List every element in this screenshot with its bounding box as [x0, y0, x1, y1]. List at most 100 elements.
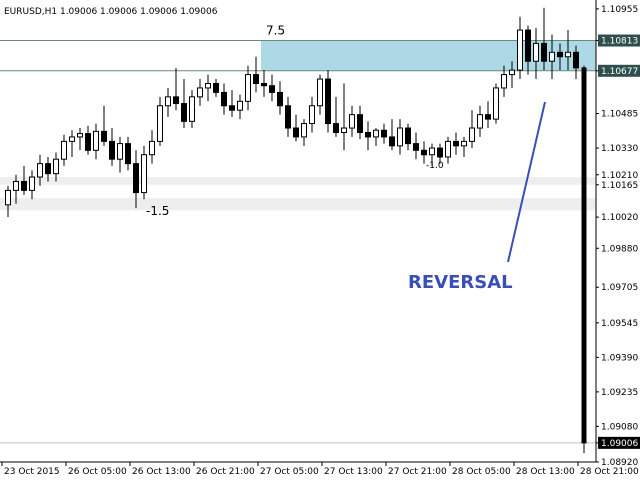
candle-body: [45, 163, 51, 175]
candle-body: [565, 51, 571, 58]
candle-body: [141, 154, 147, 194]
candle-body: [341, 127, 347, 133]
candle-body: [189, 96, 195, 122]
candle-body: [485, 114, 491, 120]
candle-body: [325, 78, 331, 125]
candle-body: [461, 140, 467, 147]
candle-body: [229, 105, 235, 111]
candle-body: [389, 136, 395, 147]
candle-body: [61, 140, 67, 160]
candle-body: [381, 129, 387, 138]
price-tag: 1.10677: [601, 67, 638, 77]
candle-body: [117, 143, 123, 160]
candle-body: [285, 105, 291, 129]
candle-body: [581, 67, 587, 444]
candle-body: [309, 105, 315, 125]
y-tick-label: 1.09545: [601, 319, 638, 329]
candle-body: [205, 82, 211, 89]
zone-label: 7.5: [266, 24, 285, 38]
x-tick-label: 26 Oct 05:00: [68, 467, 127, 477]
candle-body: [405, 127, 411, 145]
candle-body: [453, 140, 459, 147]
y-tick-label: 1.10165: [601, 181, 638, 191]
candle-body: [165, 96, 171, 107]
y-tick-label: 1.09705: [601, 283, 638, 293]
candle-body: [549, 51, 555, 62]
candle-body: [213, 82, 219, 93]
candle-body: [221, 91, 227, 107]
candle-body: [437, 147, 443, 158]
low-annotation: -1.5: [146, 204, 169, 218]
y-tick-label: 1.09390: [601, 353, 638, 363]
candle-body: [109, 140, 115, 160]
candle-body: [149, 140, 155, 156]
mid-annotation: -1.0: [426, 161, 444, 171]
price-tag: 1.10813: [601, 37, 638, 47]
candle-body: [517, 29, 523, 71]
candle-body: [293, 127, 299, 138]
x-tick-label: 27 Oct 05:00: [260, 467, 319, 477]
candle-body: [197, 87, 203, 98]
y-tick-label: 1.10485: [601, 110, 638, 120]
candle-body: [53, 158, 59, 175]
candle-body: [317, 78, 323, 107]
y-tick-label: 1.09880: [601, 244, 638, 254]
candle-body: [477, 114, 483, 129]
candle-body: [77, 133, 83, 138]
candle-body: [133, 163, 139, 194]
candle-body: [373, 129, 379, 138]
x-tick-label: 27 Oct 13:00: [324, 467, 383, 477]
candle-body: [261, 82, 267, 87]
candle-body: [397, 127, 403, 147]
candle-body: [253, 74, 259, 84]
y-tick-label: 1.08920: [601, 458, 638, 468]
candle-body: [37, 163, 43, 178]
candle-body: [365, 131, 371, 138]
x-tick-label: 27 Oct 21:00: [388, 467, 447, 477]
candle-body: [469, 127, 475, 142]
candle-body: [557, 51, 563, 58]
candle-body: [101, 130, 107, 142]
candle-body: [357, 114, 363, 133]
candle-body: [445, 140, 451, 158]
candle-body: [125, 143, 131, 165]
candle-body: [277, 91, 283, 107]
candle-body: [93, 130, 99, 151]
candle-body: [429, 147, 435, 156]
candle-body: [493, 87, 499, 120]
y-tick-label: 1.10955: [601, 5, 638, 15]
candle-body: [533, 42, 539, 62]
price-tag: 1.09006: [601, 439, 638, 449]
candle-body: [5, 189, 11, 206]
candle-body: [269, 85, 275, 93]
level-band: [0, 198, 596, 211]
x-tick-label: 26 Oct 13:00: [132, 467, 191, 477]
candle-body: [181, 103, 187, 122]
chart-header: EURUSD,H1 1.09006 1.09006 1.09006 1.0900…: [4, 7, 218, 17]
candle-body: [509, 69, 515, 76]
candle-body: [421, 149, 427, 156]
candle-body: [245, 74, 251, 102]
price-tag-background: [598, 34, 640, 47]
candle-body: [541, 42, 547, 62]
reversal-zone: [261, 40, 596, 71]
x-tick-label: 28 Oct 21:00: [580, 467, 639, 477]
candle-body: [525, 29, 531, 62]
price-tag-background: [598, 64, 640, 77]
candle-body: [85, 133, 91, 151]
candle-body: [69, 136, 75, 142]
candle-body: [173, 96, 179, 105]
candle-body: [501, 74, 507, 89]
candle-body: [237, 100, 243, 111]
y-tick-label: 1.09235: [601, 388, 638, 398]
candle-body: [573, 51, 579, 69]
reversal-label: REVERSAL: [408, 272, 513, 293]
candle-body: [349, 114, 355, 129]
price-tag-background: [598, 436, 640, 449]
candle-body: [301, 123, 307, 138]
x-tick-label: 28 Oct 05:00: [452, 467, 511, 477]
reversal-arrow: [507, 101, 546, 263]
x-tick-label: 28 Oct 13:00: [516, 467, 575, 477]
